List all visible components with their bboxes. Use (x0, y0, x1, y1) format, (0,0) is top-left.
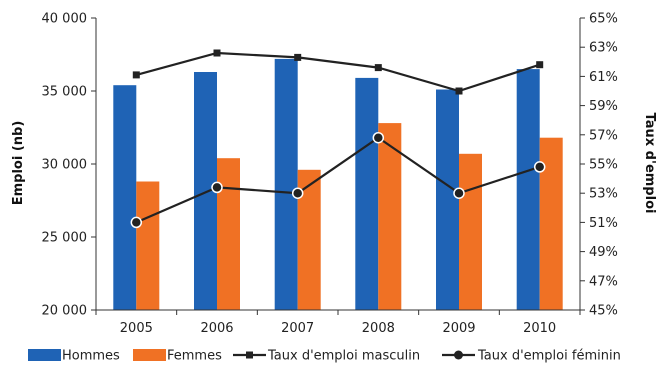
y-tick-label: 20 000 (42, 304, 88, 319)
x-tick-label: 2009 (442, 321, 475, 336)
line-taux-feminin (135, 136, 541, 224)
y2-tick-label: 49% (589, 245, 618, 260)
x-tick-label: 2005 (120, 321, 153, 336)
bar-hommes-2007 (274, 58, 298, 311)
legend-label: Femmes (167, 349, 222, 364)
bar-femmes-2005 (136, 181, 160, 310)
bar-femmes-2007 (297, 169, 321, 310)
line-taux-masculin (136, 51, 541, 93)
point-taux-masculin-2006 (213, 49, 221, 57)
y-axis-title: Emploi (nb) (11, 121, 26, 206)
point-taux-masculin-2010 (536, 61, 544, 69)
x-tick-label: 2010 (523, 321, 556, 336)
y-tick-label: 25 000 (42, 231, 88, 246)
point-taux-masculin-2008 (374, 64, 382, 72)
bar-hommes-2008 (355, 77, 379, 311)
legend-swatch-hommes (28, 349, 61, 361)
point-taux-feminin-2010 (533, 161, 546, 173)
point-taux-feminin-2006 (211, 181, 223, 194)
point-taux-feminin-2007 (291, 187, 304, 199)
point-taux-feminin-2009 (453, 187, 465, 199)
bar-hommes-2005 (113, 85, 137, 310)
y2-tick-label: 65% (589, 12, 618, 27)
legend-label: Taux d'emploi masculin (267, 349, 420, 364)
bar-hommes-2009 (436, 89, 459, 310)
point-taux-feminin-2005 (130, 216, 143, 229)
legend-circle-marker (454, 350, 463, 360)
axes-layer: 20 000 25 000 30 000 35 000 40 000 45% 47% 49% 5… (42, 12, 618, 337)
x-tick-label: 2006 (200, 321, 233, 336)
y2-tick-label: 53% (589, 187, 618, 202)
point-taux-masculin-2009 (455, 87, 463, 95)
x-tick-label: 2008 (362, 321, 395, 336)
bar-hommes-2010 (516, 69, 540, 310)
bar-femmes-2009 (459, 153, 482, 310)
y2-tick-label: 63% (589, 41, 618, 56)
legend-swatch-femmes (133, 349, 166, 361)
legend-square-marker (246, 351, 253, 359)
point-taux-masculin-2005 (132, 71, 140, 79)
point-taux-masculin-2007 (294, 53, 302, 61)
x-tick-label: 2007 (281, 321, 314, 336)
bar-femmes-2006 (217, 158, 240, 310)
y2-tick-label: 57% (589, 128, 618, 143)
bar-femmes-2010 (539, 137, 563, 310)
y2-tick-label: 45% (589, 304, 618, 319)
y-tick-label: 35 000 (42, 85, 88, 100)
legend: Hommes Femmes Taux d'emploi masculin Taux d… (28, 349, 621, 364)
y2-tick-label: 47% (589, 274, 618, 289)
y2-tick-label: 55% (589, 158, 618, 173)
bar-layer (113, 58, 563, 311)
y2-tick-label: 59% (589, 99, 618, 114)
bar-hommes-2006 (194, 72, 217, 310)
y2-tick-label: 51% (589, 216, 618, 231)
y2-tick-label: 61% (589, 70, 618, 85)
y2-axis-title: Taux d'emploi (642, 113, 657, 214)
legend-label: Taux d'emploi féminin (477, 349, 621, 364)
y-tick-label: 30 000 (42, 158, 88, 173)
y-tick-label: 40 000 (42, 12, 88, 27)
point-taux-feminin-2008 (372, 131, 385, 144)
line-layer (130, 49, 546, 229)
legend-label: Hommes (62, 349, 120, 364)
bar-femmes-2008 (378, 123, 402, 310)
